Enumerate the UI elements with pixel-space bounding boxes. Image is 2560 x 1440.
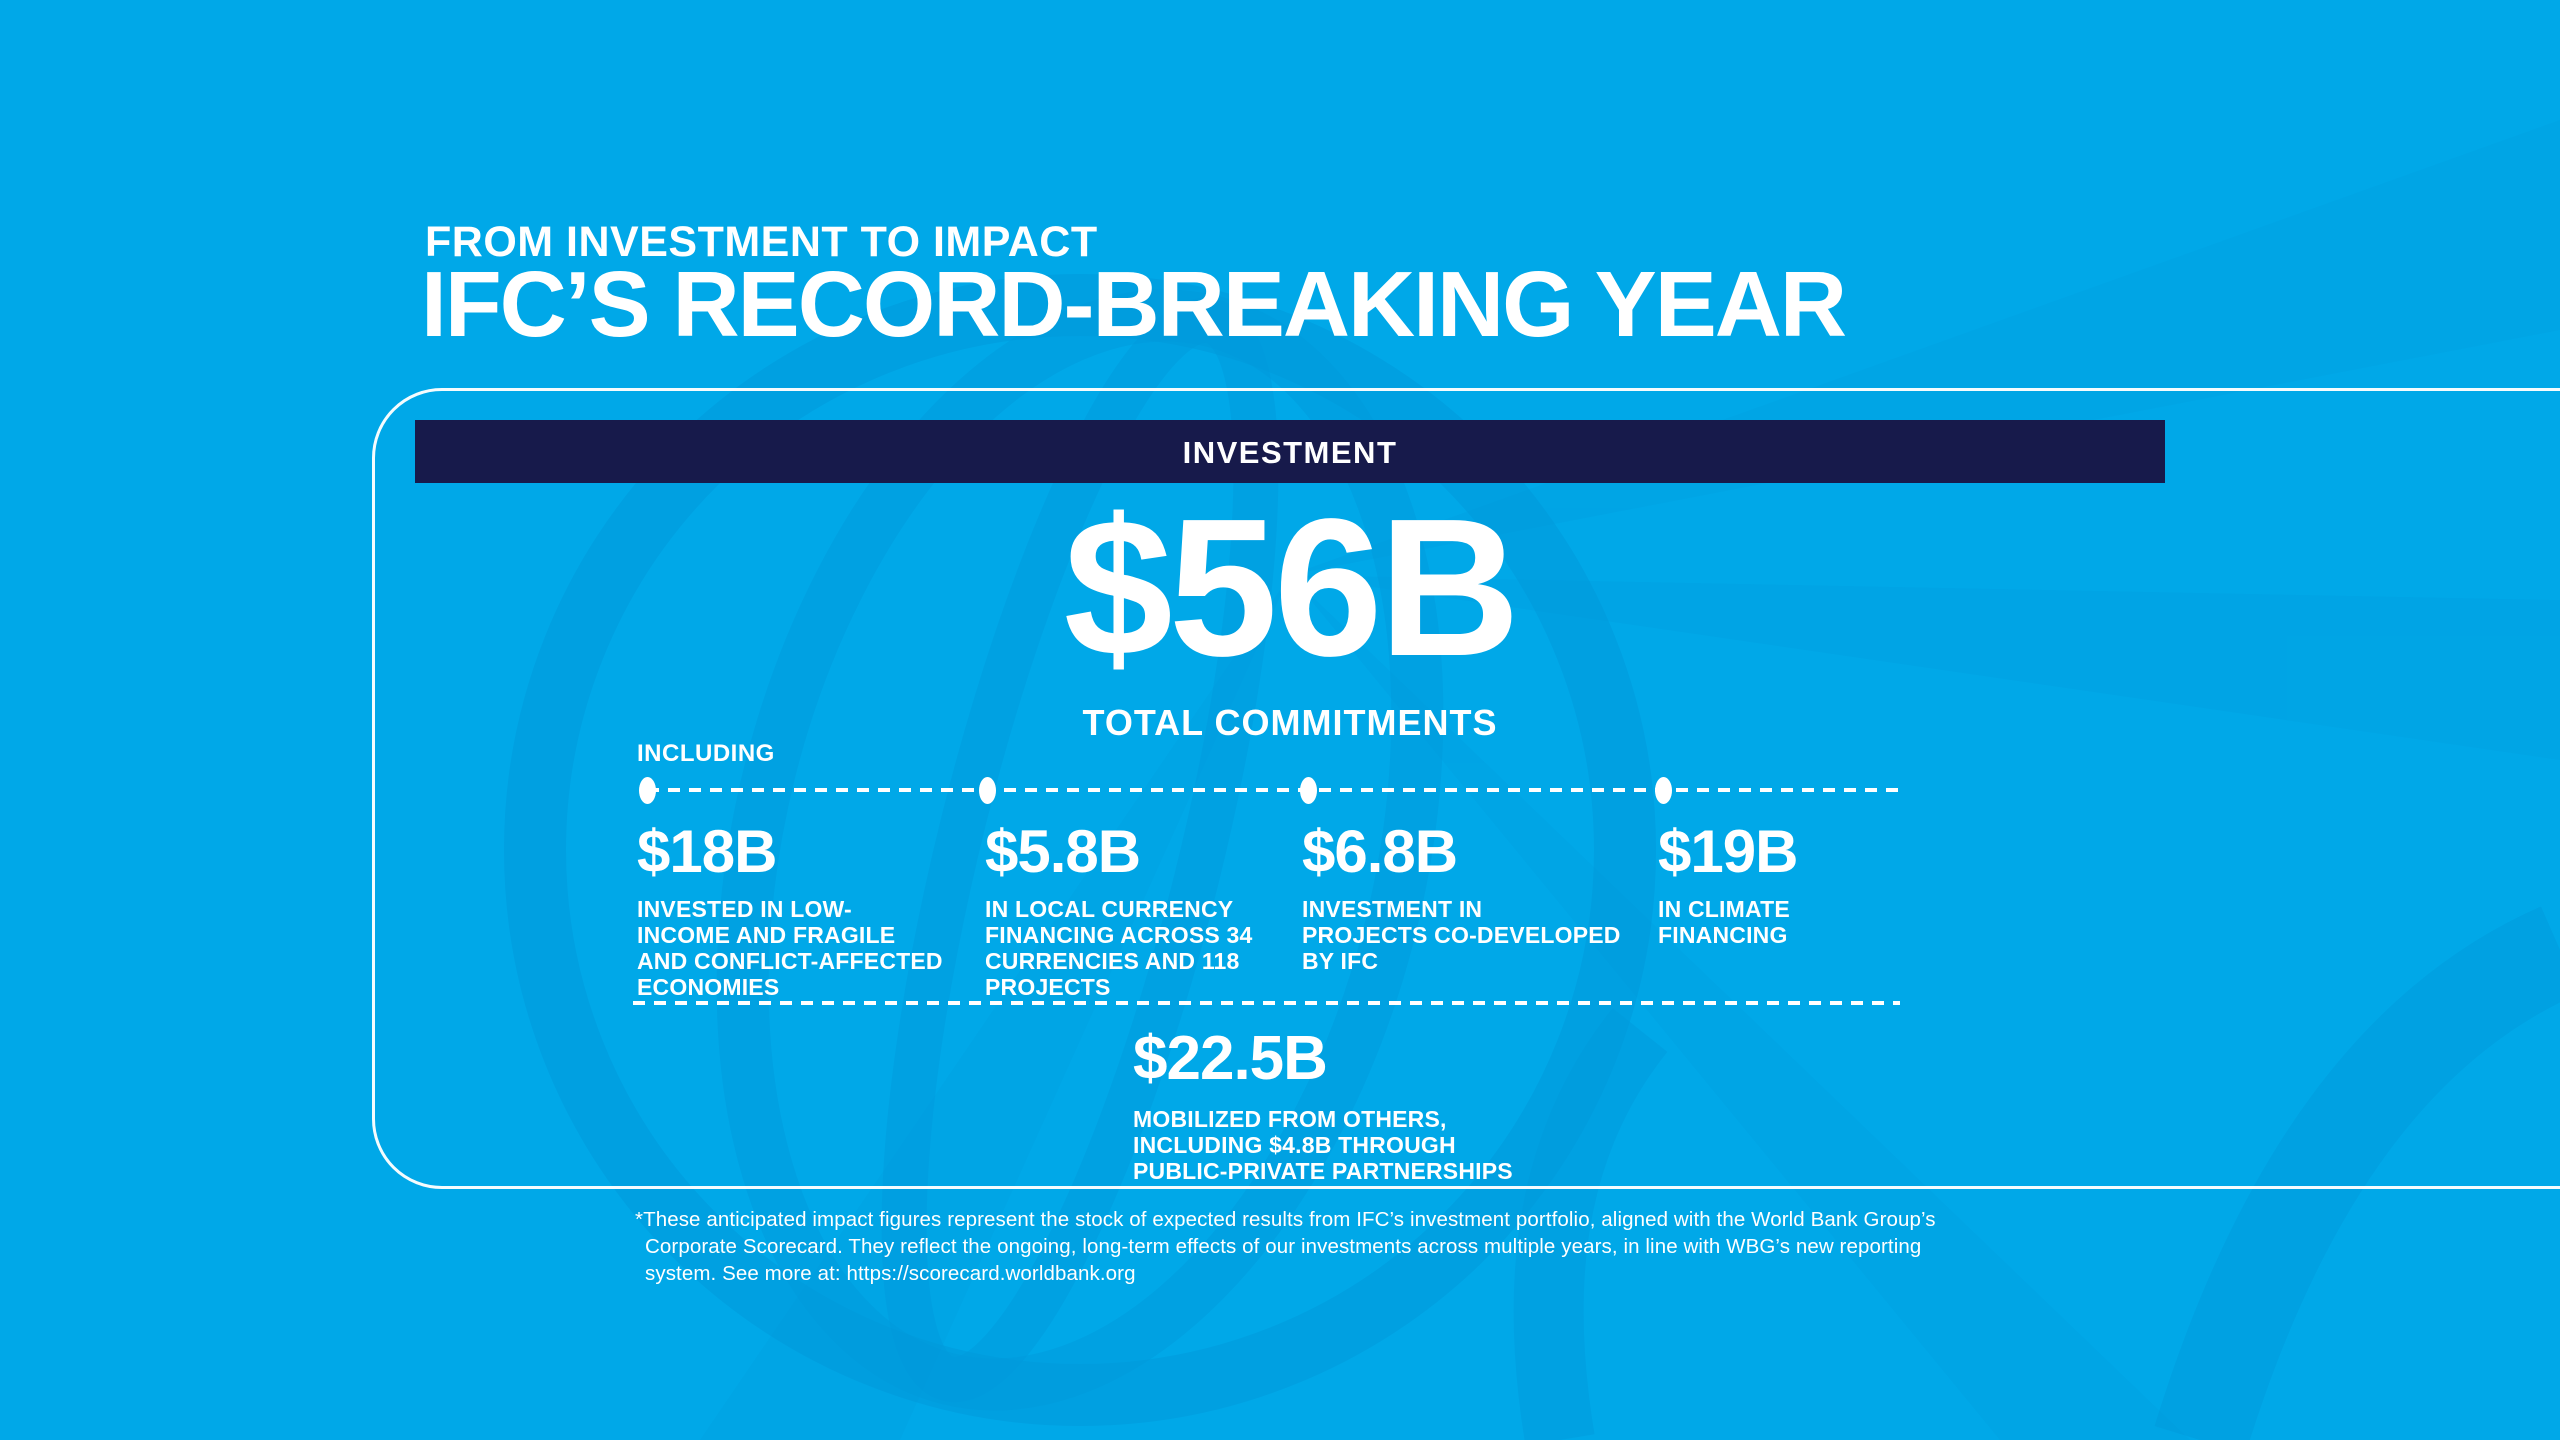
footnote: *These anticipated impact figures repres… [635,1206,1955,1287]
footnote-line: *These anticipated impact figures repres… [635,1208,1936,1231]
stat-co-developed: $6.8B INVESTMENT IN PROJECTS CO-DEVELOPE… [1302,818,1637,975]
timeline-dot [1655,777,1672,804]
dashed-divider-top [647,788,1900,792]
dashed-divider-bottom [633,1001,1900,1005]
total-commitments-label: TOTAL COMMITMENTS [1082,702,1498,743]
stat-value: $19B [1658,818,1798,885]
footnote-line: Corporate Scorecard. They reflect the on… [645,1235,1922,1258]
stat-description: MOBILIZED FROM OTHERS, INCLUDING $4.8B T… [1133,1106,1513,1184]
stat-local-currency: $5.8B IN LOCAL CURRENCY FINANCING ACROSS… [985,818,1320,1001]
kicker-title: FROM INVESTMENT TO IMPACT [425,218,1098,266]
page-title: IFC’S RECORD-BREAKING YEAR [421,252,1847,356]
stat-value: $18B [637,818,777,885]
timeline-dot [639,777,656,804]
stat-value: $22.5B [1133,1024,1328,1093]
stat-description: INVESTED IN LOW- INCOME AND FRAGILE AND … [637,896,943,1000]
stat-value: $6.8B [1302,818,1458,885]
stat-mobilized: $22.5B MOBILIZED FROM OTHERS, INCLUDING … [1133,1024,1753,1185]
timeline-dot [979,777,996,804]
stat-low-income: $18B INVESTED IN LOW- INCOME AND FRAGILE… [637,818,972,1001]
stat-description: IN CLIMATE FINANCING [1658,896,1790,948]
investment-panel [372,388,2560,1189]
stat-value: $5.8B [985,818,1141,885]
stat-description: INVESTMENT IN PROJECTS CO-DEVELOPED BY I… [1302,896,1621,974]
section-bar-investment: INVESTMENT [415,420,2165,483]
stat-climate-financing: $19B IN CLIMATE FINANCING [1658,818,1993,949]
stat-description: IN LOCAL CURRENCY FINANCING ACROSS 34 CU… [985,896,1253,1000]
footnote-line: system. See more at: https://scorecard.w… [645,1262,1136,1285]
timeline-dot [1300,777,1317,804]
total-commitments-value: $56B [1063,478,1521,697]
including-label: INCLUDING [637,740,775,767]
